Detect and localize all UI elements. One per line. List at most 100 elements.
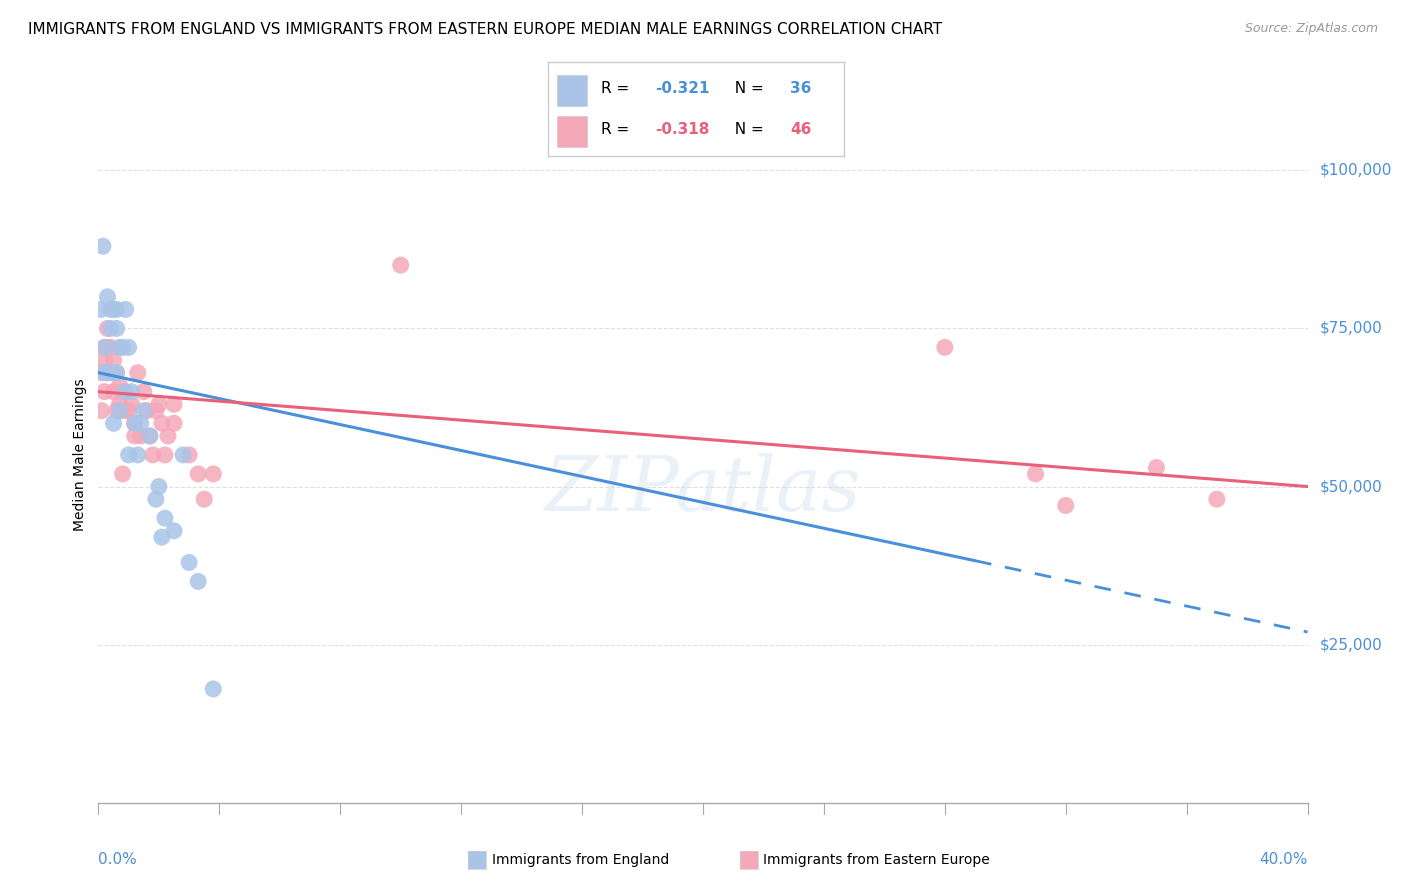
Point — [105, 366, 128, 380]
Point — [1024, 467, 1046, 481]
Point — [187, 574, 209, 589]
Point — [96, 290, 118, 304]
Point — [389, 258, 412, 272]
Text: Source: ZipAtlas.com: Source: ZipAtlas.com — [1244, 22, 1378, 36]
Point — [111, 384, 134, 399]
Point — [202, 681, 225, 696]
Point — [111, 340, 134, 354]
Point — [96, 366, 118, 380]
Point — [93, 340, 115, 354]
Point — [111, 467, 134, 481]
Point — [93, 353, 115, 368]
Point — [103, 353, 125, 368]
Point — [145, 403, 167, 417]
Point — [177, 448, 201, 462]
Text: 36: 36 — [790, 81, 811, 96]
Point — [96, 366, 118, 380]
Text: 0.0%: 0.0% — [98, 852, 138, 866]
Text: -0.321: -0.321 — [655, 81, 709, 96]
Text: N =: N = — [725, 81, 769, 96]
Point — [118, 448, 141, 462]
Point — [105, 403, 128, 417]
Point — [90, 366, 112, 380]
Point — [103, 366, 125, 380]
Point — [153, 448, 176, 462]
Point — [108, 378, 131, 392]
Point — [1206, 492, 1229, 507]
Point — [124, 417, 146, 431]
Point — [139, 429, 162, 443]
Point — [103, 302, 125, 317]
Text: -0.318: -0.318 — [655, 122, 709, 137]
Point — [114, 403, 136, 417]
Point — [193, 492, 215, 507]
Point — [114, 384, 136, 399]
Point — [108, 397, 131, 411]
Point — [139, 429, 162, 443]
Point — [121, 384, 143, 399]
Y-axis label: Median Male Earnings: Median Male Earnings — [73, 378, 87, 532]
Point — [114, 302, 136, 317]
Point — [100, 340, 122, 354]
Point — [105, 321, 128, 335]
Point — [135, 403, 157, 417]
Text: R =: R = — [602, 122, 634, 137]
Point — [148, 479, 170, 493]
Point — [163, 524, 186, 538]
Point — [142, 448, 165, 462]
Point — [156, 429, 179, 443]
Point — [90, 403, 112, 417]
Point — [124, 417, 146, 431]
Text: 40.0%: 40.0% — [1260, 852, 1308, 866]
FancyBboxPatch shape — [557, 75, 586, 105]
Point — [91, 239, 114, 253]
Text: 46: 46 — [790, 122, 811, 137]
Point — [163, 397, 186, 411]
Point — [124, 429, 146, 443]
Point — [96, 340, 118, 354]
Text: $50,000: $50,000 — [1320, 479, 1382, 494]
Point — [127, 366, 149, 380]
Point — [1054, 499, 1077, 513]
Point — [103, 384, 125, 399]
Point — [148, 397, 170, 411]
Point — [202, 467, 225, 481]
Point — [177, 556, 201, 570]
Text: ZIPatlas: ZIPatlas — [544, 453, 862, 526]
Point — [163, 417, 186, 431]
Point — [93, 384, 115, 399]
Point — [100, 302, 122, 317]
Point — [103, 417, 125, 431]
Text: N =: N = — [725, 122, 769, 137]
Point — [129, 417, 152, 431]
Point — [934, 340, 956, 354]
Text: $75,000: $75,000 — [1320, 321, 1382, 336]
Point — [145, 492, 167, 507]
Point — [118, 340, 141, 354]
Point — [108, 340, 131, 354]
Point — [90, 302, 112, 317]
Text: Immigrants from Eastern Europe: Immigrants from Eastern Europe — [763, 853, 990, 867]
Point — [100, 366, 122, 380]
Point — [172, 448, 194, 462]
Point — [93, 366, 115, 380]
Point — [132, 384, 155, 399]
Point — [105, 302, 128, 317]
Point — [187, 467, 209, 481]
Point — [150, 417, 173, 431]
Point — [127, 448, 149, 462]
Text: Immigrants from England: Immigrants from England — [492, 853, 669, 867]
Point — [1144, 460, 1167, 475]
Point — [129, 429, 152, 443]
Point — [153, 511, 176, 525]
Point — [150, 530, 173, 544]
Text: $100,000: $100,000 — [1320, 163, 1392, 178]
Point — [105, 366, 128, 380]
Point — [96, 321, 118, 335]
Point — [108, 403, 131, 417]
Point — [121, 397, 143, 411]
Point — [93, 340, 115, 354]
Text: IMMIGRANTS FROM ENGLAND VS IMMIGRANTS FROM EASTERN EUROPE MEDIAN MALE EARNINGS C: IMMIGRANTS FROM ENGLAND VS IMMIGRANTS FR… — [28, 22, 942, 37]
Text: $25,000: $25,000 — [1320, 637, 1382, 652]
Text: R =: R = — [602, 81, 634, 96]
